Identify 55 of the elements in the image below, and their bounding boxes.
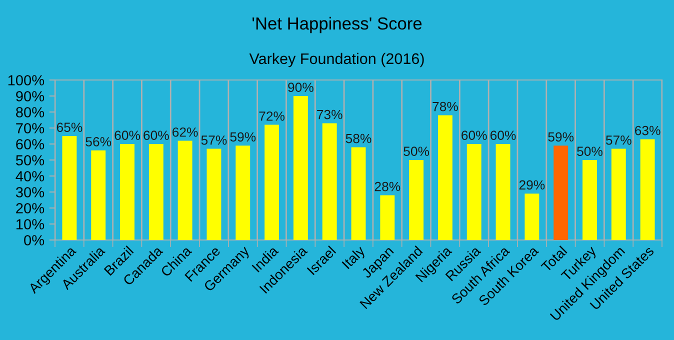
bar <box>322 123 337 240</box>
data-label: 59% <box>230 132 256 142</box>
data-label: 65% <box>56 122 82 132</box>
data-label: 50% <box>404 146 430 156</box>
bar <box>380 195 395 240</box>
bar <box>466 144 482 240</box>
bar <box>524 194 540 240</box>
y-tick-label: 50% <box>16 155 44 166</box>
chart-subtitle: Varkey Foundation (2016) <box>249 52 424 68</box>
y-tick-label: 100% <box>8 75 44 86</box>
bar <box>206 148 222 240</box>
bar <box>582 160 597 240</box>
y-tick-label: 70% <box>16 123 44 134</box>
bar <box>264 124 280 240</box>
data-label: 72% <box>259 111 285 121</box>
y-tick-label: 0% <box>24 235 44 246</box>
bar <box>409 160 424 240</box>
y-tick-label: 80% <box>16 107 44 118</box>
data-label: 60% <box>114 130 140 140</box>
bar <box>438 115 452 240</box>
data-label: 29% <box>519 180 545 190</box>
bar <box>236 146 250 240</box>
data-label: 63% <box>635 126 660 136</box>
data-label: 28% <box>374 182 400 192</box>
bar <box>640 139 655 240</box>
data-label: 73% <box>317 110 342 120</box>
data-label: 57% <box>201 136 227 145</box>
bar <box>611 148 626 240</box>
y-tick-label: 40% <box>16 171 44 182</box>
y-tick-label: 30% <box>16 187 44 198</box>
chart-title: 'Net Happiness' Score <box>252 16 422 34</box>
data-label: 62% <box>172 127 198 137</box>
bar <box>554 146 568 240</box>
data-label: 60% <box>490 130 516 140</box>
y-tick-label: 90% <box>16 91 44 102</box>
data-label: 57% <box>606 136 632 145</box>
bar <box>293 96 308 240</box>
data-label: 56% <box>86 137 112 146</box>
y-tick-label: 10% <box>16 219 44 230</box>
data-label: 58% <box>346 134 372 144</box>
bar <box>62 136 77 240</box>
bar <box>120 144 134 240</box>
bar <box>496 144 510 240</box>
bar <box>148 144 164 240</box>
data-label: 78% <box>432 102 458 112</box>
data-label: 60% <box>462 130 487 140</box>
y-tick-label: 60% <box>16 139 44 150</box>
bar <box>178 140 192 240</box>
y-tick-label: 20% <box>16 203 44 214</box>
data-label: 59% <box>548 132 574 142</box>
data-label: 60% <box>144 130 169 140</box>
bar <box>91 150 106 240</box>
data-label: 50% <box>577 146 602 156</box>
data-label: 90% <box>288 82 314 92</box>
bar <box>351 147 366 240</box>
